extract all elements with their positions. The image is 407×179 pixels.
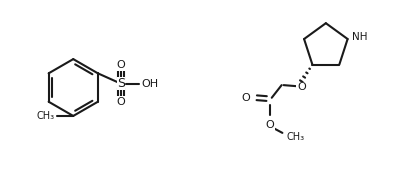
Text: O: O (241, 93, 250, 103)
Text: S: S (117, 77, 125, 90)
Text: CH₃: CH₃ (36, 111, 54, 121)
Text: O: O (116, 61, 125, 70)
Text: O: O (116, 97, 125, 107)
Text: O: O (297, 82, 306, 92)
Text: OH: OH (141, 79, 158, 89)
Text: NH: NH (352, 32, 367, 42)
Text: CH₃: CH₃ (287, 132, 304, 142)
Text: O: O (265, 120, 274, 130)
